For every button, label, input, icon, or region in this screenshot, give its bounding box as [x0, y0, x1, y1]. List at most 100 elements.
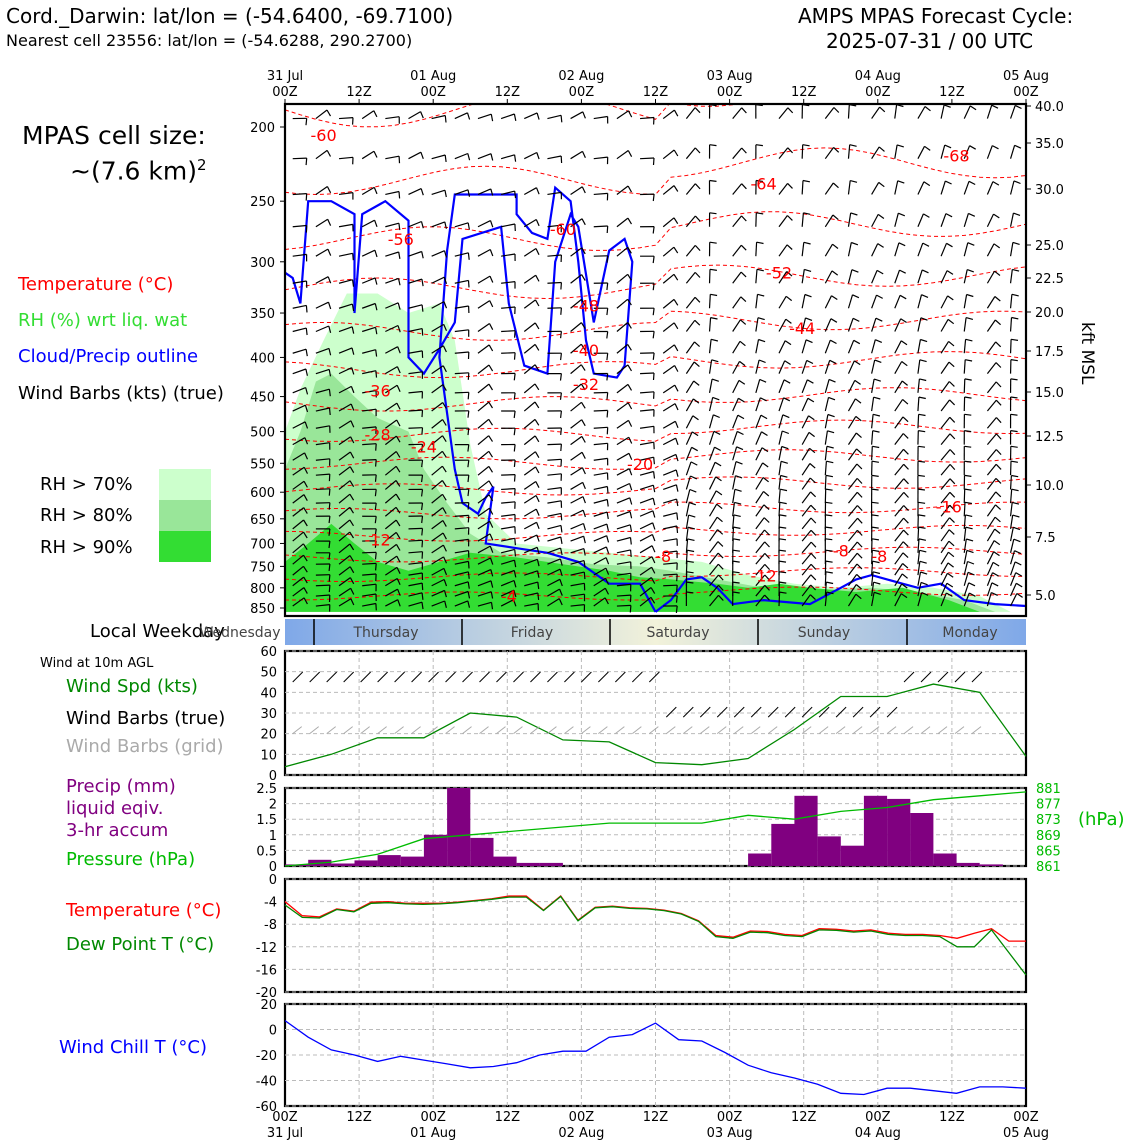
top-date-label: 05 Aug — [1003, 69, 1049, 84]
wind-barb-feather — [1011, 474, 1019, 478]
wind-barb-staff — [778, 446, 783, 461]
precip-bar — [493, 856, 517, 866]
wind-barb-feather — [919, 378, 927, 382]
wind-barb-feather — [759, 378, 767, 383]
wind-barb-feather — [825, 501, 833, 504]
wind-barb-feather — [467, 222, 470, 230]
wind-barb-staff — [871, 571, 874, 586]
top-date-label: 31 Jul — [267, 69, 303, 84]
wind-barb-staff — [986, 449, 997, 461]
wind-barb-staff — [848, 505, 858, 517]
wind-barb-staff — [593, 485, 608, 491]
wind-barb-staff — [362, 370, 377, 375]
wind-barb-feather — [305, 349, 308, 357]
wind-barb-staff — [454, 514, 469, 517]
surface-wind-barb — [530, 671, 541, 683]
wind-barb-staff — [523, 521, 537, 530]
wind-barb-staff — [362, 602, 377, 607]
wind-barb-staff — [894, 416, 904, 429]
wind-barb-feather — [374, 516, 377, 524]
wind-barb-staff — [986, 270, 996, 284]
wind-barb-staff — [894, 541, 904, 554]
wind-barb-feather — [995, 381, 1002, 388]
wind-barb-feather — [992, 181, 1000, 186]
wind-barb-staff — [292, 565, 304, 576]
wind-barb-feather — [712, 396, 720, 401]
wind-barb-feather — [805, 317, 813, 321]
wind-barb-feather — [787, 182, 793, 189]
wind-barb-feather — [852, 317, 860, 322]
wind-barb-staff — [570, 298, 582, 309]
wind-barb-feather — [327, 276, 332, 284]
wind-barb-staff — [824, 339, 831, 354]
wind-barb-staff — [593, 409, 608, 412]
wind-barb-feather — [652, 498, 656, 506]
wind-barb-staff — [524, 151, 538, 160]
wind-barb-feather — [780, 460, 788, 464]
wind-barb-feather — [903, 448, 909, 455]
wind-barb-staff — [871, 561, 874, 576]
wind-barb-feather — [764, 594, 770, 601]
wind-barb-feather — [396, 402, 401, 410]
wind-barb-feather — [757, 317, 765, 321]
wind-barb-feather — [992, 572, 999, 577]
wind-barb-feather — [652, 194, 655, 202]
wind-barb-staff — [523, 364, 536, 375]
wind-barb-staff — [894, 380, 903, 394]
wind-barb-staff — [338, 117, 354, 120]
wind-barb-feather — [327, 248, 332, 256]
wind-barb-feather — [467, 475, 470, 483]
temperature-label: -24 — [411, 438, 437, 457]
isotherm-line — [285, 449, 1026, 470]
wind-barb-feather — [921, 294, 929, 298]
wind-barb-feather — [898, 242, 906, 247]
wind-barb-staff — [315, 458, 330, 461]
wind-barb-feather — [850, 212, 858, 216]
wind-barb-staff — [801, 144, 804, 159]
surface-wind-barb-grid — [445, 726, 455, 735]
wind-barb-feather — [513, 428, 516, 436]
wind-barb-feather — [581, 218, 586, 226]
wind-barb-feather — [872, 549, 880, 552]
wind-barb-staff — [500, 579, 515, 587]
wind-barb-staff — [963, 538, 967, 553]
wind-barb-feather — [949, 399, 956, 406]
wind-barb-feather — [1011, 488, 1019, 492]
wind-barb-staff — [894, 144, 898, 159]
wind-barb-staff — [755, 379, 761, 394]
wind-barb-feather — [778, 549, 786, 552]
wind-barb-feather — [832, 214, 839, 221]
surface-wind-barb — [665, 706, 677, 718]
wind-barb-staff — [408, 220, 422, 228]
wind-barb-feather — [580, 364, 586, 371]
wind-barb-staff — [709, 541, 719, 554]
wind-barb-feather — [349, 506, 355, 514]
top-hour-label: 00Z — [569, 85, 595, 100]
wind-barb-staff — [431, 250, 445, 257]
wind-barb-feather — [713, 430, 721, 435]
wind-barb-feather — [740, 271, 747, 278]
wind-barb-feather — [513, 352, 516, 360]
kft-tick-label: 30.0 — [1035, 183, 1064, 198]
surface-wind-barb-grid — [886, 726, 897, 735]
wind-barb-feather — [687, 549, 695, 553]
wind-barb-staff — [732, 319, 741, 332]
wind-barb-feather — [490, 153, 494, 161]
wind-barb-feather — [806, 359, 814, 365]
wind-barb-feather — [918, 413, 926, 417]
wind-barb-feather — [536, 152, 540, 160]
wind-barb-feather — [467, 571, 470, 579]
weekday-background — [285, 619, 1026, 645]
wind-barb-staff — [778, 414, 784, 429]
wind-barb-feather — [349, 531, 355, 539]
wind-barb-staff — [685, 107, 696, 119]
surface-wind-barb — [394, 671, 405, 683]
wind-barb-staff — [570, 509, 584, 517]
wind-barb-staff — [477, 545, 491, 554]
wind-barb-staff — [824, 214, 834, 228]
wind-barb-feather — [716, 516, 723, 523]
wind-barb-staff — [940, 243, 948, 257]
cell-size-exponent: 2 — [197, 156, 207, 174]
wind-barb-feather — [651, 556, 656, 564]
wind-barb-feather — [421, 475, 424, 483]
